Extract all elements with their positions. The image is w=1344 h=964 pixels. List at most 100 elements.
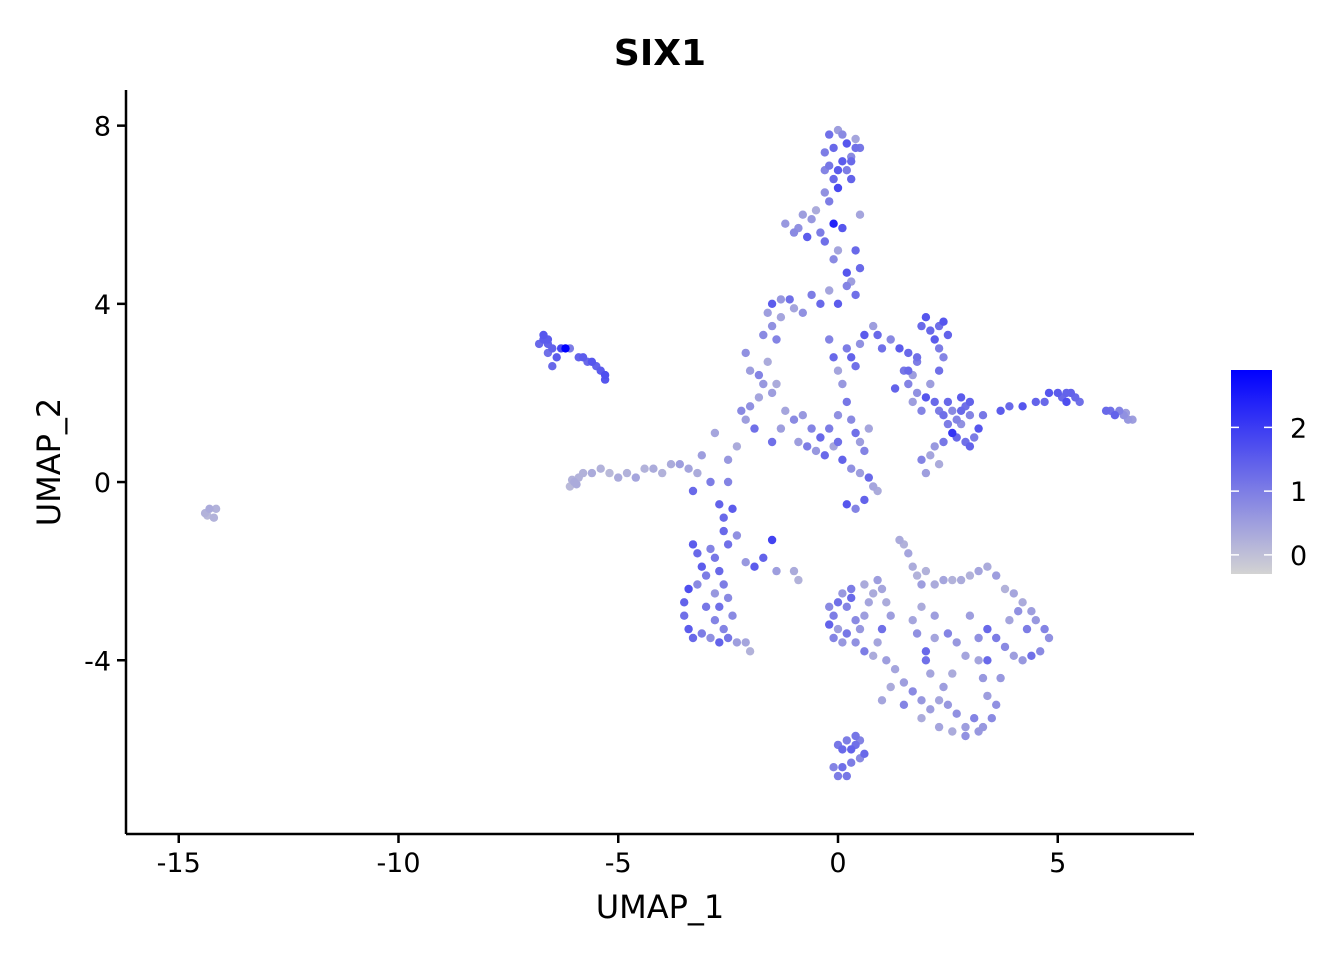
cell-point xyxy=(869,321,878,331)
cell-point xyxy=(1062,388,1071,398)
cell-point xyxy=(781,406,790,415)
cell-point xyxy=(838,157,847,166)
cell-point xyxy=(1005,616,1014,625)
cell-point xyxy=(869,482,878,491)
cell-point xyxy=(917,455,926,464)
cell-point xyxy=(921,313,931,322)
cell-point xyxy=(908,562,917,571)
cell-point xyxy=(825,602,834,611)
cell-point xyxy=(829,353,838,362)
cell-point xyxy=(948,669,957,678)
cell-point xyxy=(921,566,931,576)
cell-point xyxy=(943,330,953,340)
cell-point xyxy=(539,330,548,340)
cell-point xyxy=(873,575,882,585)
x-tick-label: -10 xyxy=(376,848,420,879)
cell-point xyxy=(934,366,944,375)
cell-point xyxy=(693,468,702,478)
cell-point xyxy=(851,143,860,153)
cell-point xyxy=(710,553,720,562)
cell-point xyxy=(578,353,588,362)
cell-point xyxy=(869,589,878,598)
cell-point xyxy=(767,388,777,398)
color-legend-ticks: 0 1 2 xyxy=(1231,413,1307,572)
cell-point xyxy=(930,611,939,620)
cell-point xyxy=(763,308,772,317)
cell-point xyxy=(943,700,953,709)
cell-point xyxy=(715,566,724,576)
cell-point xyxy=(847,584,856,594)
cell-point xyxy=(785,295,794,304)
cell-point xyxy=(921,647,931,656)
cell-point xyxy=(1018,402,1027,411)
cell-point xyxy=(741,638,750,647)
cell-point xyxy=(693,549,702,558)
cell-point xyxy=(772,566,781,576)
cell-point xyxy=(723,455,733,464)
cell-point xyxy=(912,571,922,580)
cell-point xyxy=(605,468,614,478)
cell-point xyxy=(895,535,904,545)
cell-point xyxy=(939,353,948,362)
cell-point xyxy=(833,598,843,607)
cell-point xyxy=(833,411,843,420)
cell-point xyxy=(1053,388,1063,398)
cell-point xyxy=(877,584,887,594)
cell-point xyxy=(965,571,975,580)
cell-point xyxy=(956,575,966,585)
cell-point xyxy=(965,442,975,451)
cell-point xyxy=(723,593,733,603)
cell-point xyxy=(688,486,698,496)
legend-tick-label: 2 xyxy=(1290,413,1307,444)
cell-point xyxy=(842,166,851,175)
cell-point xyxy=(987,714,996,723)
cell-point xyxy=(983,562,992,571)
cell-point xyxy=(842,139,851,148)
cell-point xyxy=(820,237,829,246)
cell-point xyxy=(851,504,860,513)
cell-point xyxy=(211,504,221,513)
cell-point xyxy=(745,647,755,656)
cell-point xyxy=(926,326,935,335)
cell-point xyxy=(838,223,847,233)
cell-point xyxy=(952,638,961,647)
cell-point xyxy=(877,696,887,705)
cell-point xyxy=(886,611,895,620)
cell-point xyxy=(912,388,922,398)
cell-point xyxy=(741,558,750,567)
cell-point xyxy=(803,232,812,242)
cell-point xyxy=(1031,616,1041,625)
cell-point xyxy=(833,366,843,375)
cell-point xyxy=(860,495,869,505)
cell-point xyxy=(838,455,847,464)
cell-point xyxy=(1005,402,1014,411)
cell-point xyxy=(847,353,856,362)
cell-point xyxy=(864,598,873,607)
cell-point xyxy=(798,411,807,420)
cell-point xyxy=(860,749,869,758)
cell-point xyxy=(869,651,878,660)
cell-point xyxy=(939,437,948,447)
cell-point xyxy=(851,638,860,647)
cell-point xyxy=(759,553,768,562)
cell-point xyxy=(833,437,843,447)
cell-point xyxy=(965,411,975,420)
cell-point xyxy=(578,468,588,478)
cell-point xyxy=(860,330,869,340)
cell-point xyxy=(658,468,667,478)
cell-point xyxy=(847,745,856,754)
x-axis-title: UMAP_1 xyxy=(596,888,725,926)
cell-point xyxy=(794,575,803,585)
cell-point xyxy=(789,228,799,237)
x-ticks: -15 -10 -5 0 5 xyxy=(157,834,1066,879)
cell-point xyxy=(728,504,737,513)
cell-point xyxy=(864,473,873,482)
cell-point xyxy=(847,157,856,166)
cell-point xyxy=(750,562,759,571)
cell-point xyxy=(873,638,882,647)
cell-point xyxy=(904,366,913,375)
cell-point xyxy=(833,771,843,781)
cell-point xyxy=(723,633,733,643)
cell-point xyxy=(684,624,693,634)
